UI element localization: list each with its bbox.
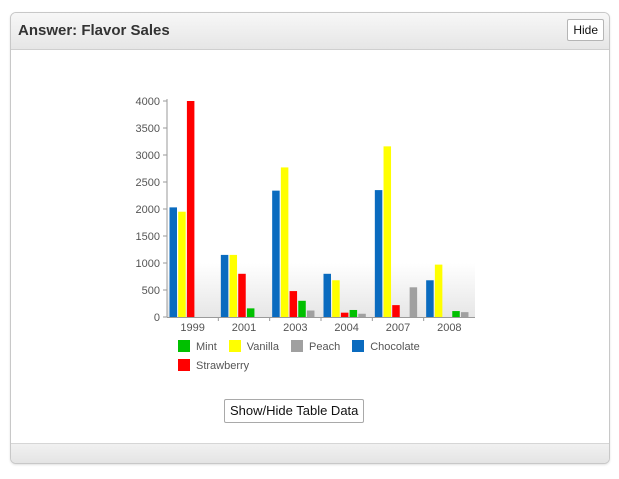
bar-vanilla-2007 [383,146,392,317]
y-tick-label: 0 [154,312,160,324]
panel-footer [11,443,609,463]
bar-strawberry-1999 [186,101,195,317]
y-tick-label: 500 [142,285,160,297]
bar-chocolate-2003 [272,190,280,317]
bar-vanilla-1999 [178,211,186,317]
bar-peach-2004 [358,313,366,317]
legend-swatch [352,340,365,352]
chart-legend: Mint Vanilla Peach Chocolate Strawberry [178,340,458,378]
legend-label: Vanilla [246,341,279,353]
legend-label: Strawberry [196,360,250,372]
bar-peach-2007 [409,287,418,317]
toggle-table-button[interactable]: Show/Hide Table Data [224,399,365,423]
bar-vanilla-2001 [229,254,238,317]
bar-mint-2004 [349,309,358,317]
bar-peach-2008 [460,312,469,317]
y-tick-label: 1500 [136,231,160,243]
answer-panel: Answer: Flavor Sales Hide [10,12,610,464]
legend-label: Peach [309,341,341,353]
panel-title: Answer: Flavor Sales [18,22,170,39]
y-tick-label: 3500 [136,123,160,135]
bar-strawberry-2003 [289,291,298,317]
hide-button[interactable]: Hide [567,19,604,41]
bar-mint-2008 [452,311,460,317]
legend-label: Mint [196,341,217,353]
bar-peach-2003 [306,310,315,317]
bar-vanilla-2004 [332,280,340,317]
bar-vanilla-2003 [280,167,289,317]
y-tick-label: 4000 [136,96,160,108]
y-tick-label: 2500 [136,177,160,189]
bar-strawberry-2001 [238,273,246,317]
x-tick-label: 2008 [437,322,461,334]
legend-swatch [178,340,190,352]
x-tick-label: 2007 [386,322,410,334]
bar-chocolate-1999 [169,207,177,317]
legend-swatch [228,340,241,352]
plot-background [167,263,475,317]
bar-vanilla-2008 [434,264,443,317]
bar-chocolate-2004 [323,273,331,317]
x-tick-label: 2001 [232,322,256,334]
bar-chocolate-2001 [220,254,229,317]
legend-label: Chocolate [370,341,420,353]
x-tick-label: 1999 [180,322,204,334]
legend-swatch [291,340,303,352]
bar-mint-2001 [246,308,255,317]
legend-item-mint: Mint [178,340,217,354]
legend-item-chocolate: Chocolate [352,340,420,354]
legend-item-strawberry: Strawberry [178,359,249,373]
bar-strawberry-2004 [340,312,349,317]
bar-chocolate-2008 [426,280,434,317]
y-tick-label: 3000 [136,150,160,162]
bar-mint-2003 [298,300,306,317]
legend-swatch [178,359,190,371]
y-tick-label: 1000 [136,258,160,270]
bar-strawberry-2007 [392,305,400,317]
legend-item-peach: Peach [291,340,340,354]
legend-item-vanilla: Vanilla [228,340,279,354]
x-tick-label: 2004 [334,322,358,334]
panel-header: Answer: Flavor Sales Hide [11,13,609,50]
bar-chocolate-2007 [374,190,383,317]
x-tick-label: 2003 [283,322,307,334]
y-tick-label: 2000 [136,204,160,216]
